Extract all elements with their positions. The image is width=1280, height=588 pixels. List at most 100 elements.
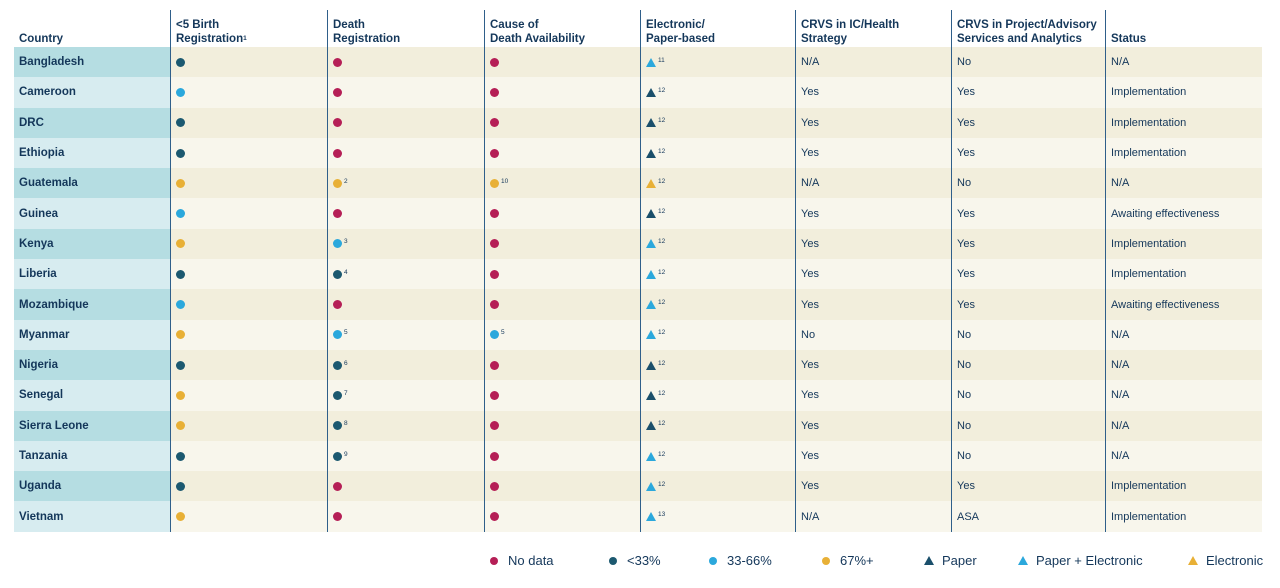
cause-of-death-cell — [484, 47, 640, 78]
footnote-marker: 12 — [658, 329, 666, 337]
strategy-cell: Yes — [795, 471, 951, 502]
column-header: <5 Birth Registration1 — [170, 10, 327, 47]
status-cell: Implementation — [1105, 228, 1262, 260]
project-cell: No — [951, 380, 1105, 411]
project-cell: No — [951, 319, 1105, 350]
cause-of-death-cell — [484, 349, 640, 381]
project-cell: ASA — [951, 501, 1105, 532]
birth-registration-cell — [170, 47, 327, 78]
column-header-line1: Electronic/ — [646, 19, 705, 31]
cause-of-death-dot — [490, 178, 499, 188]
cause-of-death-dot — [490, 57, 499, 67]
country-name: Bangladesh — [14, 47, 170, 78]
column-header: CRVS in IC/Health Strategy — [795, 10, 951, 47]
table-row: Vietnam 13 N/A ASA Implementation — [14, 501, 1262, 532]
legend-triangle-icon — [924, 556, 934, 565]
status-cell: Implementation — [1105, 107, 1262, 138]
column-header-line2: Services and Analytics — [957, 32, 1097, 46]
project-cell: Yes — [951, 259, 1105, 290]
footnote-marker: 12 — [658, 117, 666, 125]
status-cell: Implementation — [1105, 137, 1262, 169]
death-registration-cell — [327, 471, 484, 502]
strategy-cell: Yes — [795, 198, 951, 229]
footnote-marker: 12 — [658, 86, 666, 94]
table-row: Nigeria 6 12 Yes No N/A — [14, 349, 1262, 381]
birth-registration-cell — [170, 349, 327, 381]
column-header: Cause of Death Availability — [484, 10, 640, 47]
format-cell: 12 — [640, 349, 795, 381]
birth-registration-cell — [170, 77, 327, 108]
strategy-cell: Yes — [795, 289, 951, 320]
death-registration-cell: 8 — [327, 410, 484, 441]
cause-of-death-cell: 10 — [484, 168, 640, 199]
death-registration-cell — [327, 107, 484, 138]
format-cell: 12 — [640, 228, 795, 260]
cause-of-death-dot — [490, 481, 499, 491]
legend-label: 33-66% — [727, 553, 772, 568]
table-row: Sierra Leone 8 12 Yes No N/A — [14, 410, 1262, 441]
status-cell: N/A — [1105, 349, 1262, 381]
project-cell: Yes — [951, 107, 1105, 138]
birth-registration-dot — [176, 421, 185, 431]
death-registration-dot — [333, 178, 342, 188]
legend-dot-icon — [609, 556, 617, 565]
legend-triangle-icon — [1018, 556, 1028, 565]
country-name: Uganda — [14, 471, 170, 502]
project-cell: Yes — [951, 228, 1105, 260]
birth-registration-cell — [170, 501, 327, 532]
format-cell: 12 — [640, 137, 795, 169]
project-cell: No — [951, 410, 1105, 441]
format-cell: 12 — [640, 168, 795, 199]
column-header-line1: Death — [333, 19, 365, 31]
strategy-cell: Yes — [795, 349, 951, 381]
footnote-marker: 12 — [658, 268, 666, 276]
cause-of-death-dot — [490, 451, 499, 461]
death-registration-cell: 7 — [327, 380, 484, 411]
legend-item: <33% — [609, 553, 661, 568]
cause-of-death-dot — [490, 300, 499, 310]
death-registration-dot — [333, 57, 342, 67]
cause-of-death-dot — [490, 390, 499, 400]
table-row: Senegal 7 12 Yes No N/A — [14, 380, 1262, 411]
cause-of-death-dot — [490, 512, 499, 522]
country-name: Senegal — [14, 380, 170, 411]
format-triangle-icon — [646, 178, 656, 188]
legend-triangle-icon — [1188, 556, 1198, 565]
strategy-cell: Yes — [795, 259, 951, 290]
death-registration-dot — [333, 330, 342, 340]
legend-item: No data — [490, 553, 554, 568]
death-registration-dot — [333, 390, 342, 400]
table-row: Liberia 4 12 Yes Yes Implementation — [14, 259, 1262, 290]
status-cell: Implementation — [1105, 471, 1262, 502]
strategy-cell: N/A — [795, 47, 951, 78]
birth-registration-dot — [176, 178, 185, 188]
table-header: Country <5 Birth Registration1 Death Registr… — [14, 10, 1262, 47]
column-header: Death Registration — [327, 10, 484, 47]
legend-item: 33-66% — [709, 553, 772, 568]
format-cell: 11 — [640, 47, 795, 78]
death-registration-dot — [333, 360, 342, 370]
column-header-line2: Death Availability — [490, 32, 585, 46]
column-header: Electronic/Paper-based — [640, 10, 795, 47]
project-cell: No — [951, 440, 1105, 472]
column-header: Country — [14, 10, 170, 47]
legend-item: Paper + Electronic — [1018, 553, 1143, 568]
country-name: Sierra Leone — [14, 410, 170, 441]
birth-registration-cell — [170, 198, 327, 229]
birth-registration-dot — [176, 451, 185, 461]
death-registration-dot — [333, 118, 342, 128]
cause-of-death-dot — [490, 118, 499, 128]
death-registration-cell: 4 — [327, 259, 484, 290]
legend: No data <33% 33-66% 67%+ Paper Paper + Electr… — [0, 553, 1280, 573]
format-triangle-icon — [646, 481, 656, 491]
strategy-cell: Yes — [795, 228, 951, 260]
table-row: Uganda 12 Yes Yes Implementation — [14, 471, 1262, 502]
birth-registration-cell — [170, 259, 327, 290]
cause-of-death-cell — [484, 501, 640, 532]
country-name: Guatemala — [14, 168, 170, 199]
cause-of-death-dot — [490, 87, 499, 97]
birth-registration-dot — [176, 118, 185, 128]
format-triangle-icon — [646, 148, 656, 158]
death-registration-dot — [333, 451, 342, 461]
death-registration-dot — [333, 87, 342, 97]
